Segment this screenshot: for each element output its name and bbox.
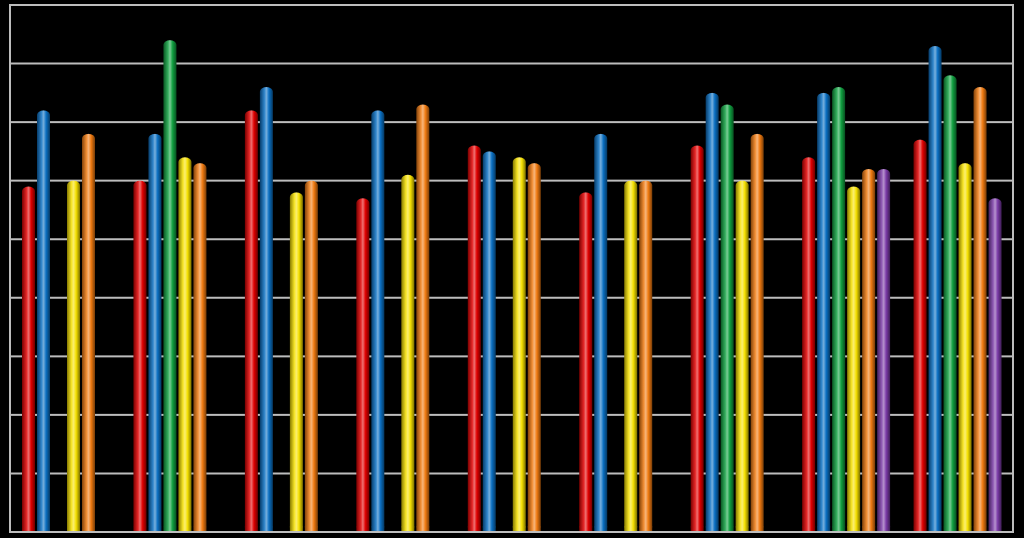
bar [579,192,593,532]
bars [22,40,1002,533]
bar-base [802,526,816,532]
bar-base [943,526,957,532]
bar [244,110,258,533]
bar-group-4 [356,104,430,533]
bar [401,174,415,533]
bar [988,198,1002,532]
bar [705,92,719,532]
bar [482,151,496,532]
bar-group-7 [690,92,764,533]
bar-base [862,526,876,532]
bar [37,110,50,533]
bar-base [371,526,385,532]
bar-base [750,526,764,532]
bar [304,180,318,532]
bar-base [832,526,846,532]
bar-group-2 [133,40,207,533]
bar-base [958,526,972,532]
bar [817,92,831,532]
bar-base [720,526,734,532]
bar-base [579,526,593,532]
bar-base [259,526,273,532]
bar-base [22,526,35,532]
bar-base [193,526,207,532]
bar-base [624,526,638,532]
bar-base [356,526,370,532]
bar-group-3 [244,86,318,533]
bar [862,168,876,532]
bar-base [244,526,258,532]
bar-base [594,526,608,532]
bar [832,86,846,532]
bar-group-9 [913,45,1002,533]
bar [943,75,957,533]
bar [973,86,987,532]
gridlines [10,62,1013,475]
bar [928,45,942,532]
bar-base [527,526,541,532]
bar [594,133,608,533]
bar-base [67,526,80,532]
bar-base [847,526,861,532]
bar-group-5 [467,145,541,533]
bar [802,157,816,532]
bar [624,180,638,532]
bar [467,145,481,533]
bar [178,157,192,532]
bar-base [928,526,942,532]
bar [735,180,749,532]
bar [877,168,891,532]
bar [82,133,95,533]
bar-base [877,526,891,532]
bar [690,145,704,533]
bar [847,186,861,532]
bar [67,180,80,532]
bar-base [817,526,831,532]
bar-base [178,526,192,532]
bar-base [163,526,177,532]
bar-base [973,526,987,532]
bar [148,133,162,533]
bar [958,163,972,532]
bar [371,110,385,533]
bar-group-8 [802,86,891,532]
bar-base [401,526,415,532]
bar-base [988,526,1002,532]
bar-base [289,526,303,532]
bar [193,163,207,532]
bar [720,104,734,533]
bar-base [512,526,526,532]
bar-base [133,526,147,532]
bar [639,180,653,532]
bar-base [304,526,318,532]
bar-base [416,526,430,532]
bar [416,104,430,533]
bar-base [467,526,481,532]
bar-base [705,526,719,532]
bar [913,139,927,532]
plot-frame [9,4,1014,533]
bar-base [639,526,653,532]
bar-base [735,526,749,532]
bar [356,198,370,532]
bar-base [82,526,95,532]
bar [259,86,273,532]
bar-base [690,526,704,532]
bar [22,186,35,532]
bar-base [482,526,496,532]
bar [750,133,764,533]
bar-group-1 [22,110,95,533]
bar [512,157,526,532]
bar-base [913,526,927,532]
bar-group-6 [579,133,653,533]
bar-base [37,526,50,532]
bar [289,192,303,532]
bar [527,163,541,532]
bar-base [148,526,162,532]
bar [133,180,147,532]
bar [163,40,177,533]
